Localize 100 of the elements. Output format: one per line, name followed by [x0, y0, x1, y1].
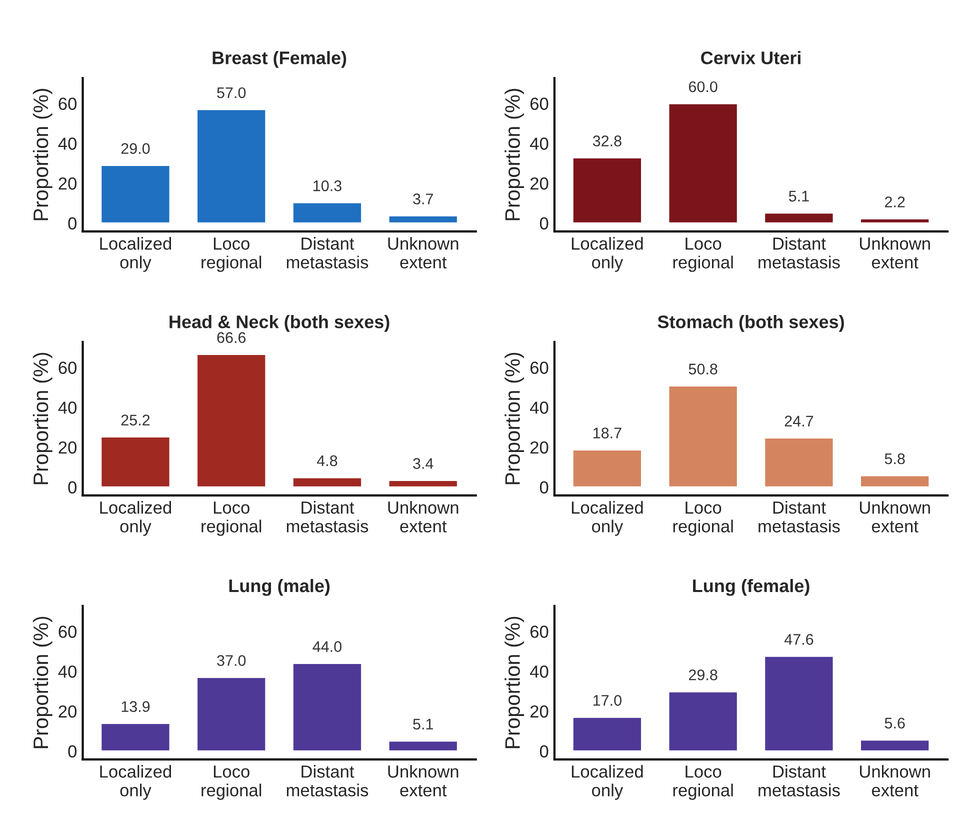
data-label: 4.8 — [316, 455, 338, 466]
bar — [100, 722, 171, 752]
bar — [388, 215, 458, 224]
data-label: 3.4 — [413, 458, 434, 469]
data-label: 5.8 — [884, 453, 905, 464]
x-tick-label: Localized only — [572, 237, 643, 272]
y-tick-label: 60 — [58, 626, 76, 638]
y-tick-label: 20 — [58, 177, 76, 190]
y-tick-label: 20 — [530, 441, 548, 454]
y-tick-label: 40 — [58, 402, 76, 414]
data-label: 24.7 — [784, 416, 814, 426]
x-tick-label: Localized only — [100, 501, 172, 536]
chart-title: Lung (male) — [229, 578, 330, 596]
x-tick-label: Unknown extent — [388, 237, 458, 268]
data-label: 13.9 — [122, 701, 150, 712]
bar — [668, 102, 738, 224]
y-tick-label: 0 — [540, 217, 548, 230]
x-tick-label: Localized only — [572, 764, 643, 800]
y-tick-label: 60 — [58, 98, 76, 110]
bar — [860, 474, 930, 488]
y-axis-title: Proportion (%) — [504, 352, 524, 484]
bar — [572, 157, 642, 224]
bar — [388, 480, 458, 488]
data-label: 29.0 — [121, 143, 150, 154]
y-tick-label: 0 — [68, 745, 76, 758]
chart-title: Breast (Female) — [212, 51, 346, 68]
x-tick-label: Unknown extent — [860, 237, 930, 268]
x-tick-label: Unknown extent — [388, 764, 458, 796]
bar — [292, 476, 362, 488]
x-tick-label: Loco regional — [673, 766, 733, 800]
data-label: 3.7 — [413, 194, 433, 204]
x-tick-label: Loco regional — [202, 502, 262, 536]
bar — [860, 218, 930, 224]
y-tick-label: 40 — [58, 665, 76, 678]
bar — [100, 436, 171, 488]
bar — [196, 108, 267, 224]
y-tick-label: 0 — [68, 481, 76, 494]
data-label: 25.2 — [121, 414, 150, 426]
y-tick-label: 60 — [530, 98, 548, 110]
data-label: 44.0 — [312, 641, 342, 652]
y-tick-label: 0 — [540, 745, 548, 758]
bar — [196, 676, 267, 752]
bar — [292, 662, 362, 752]
bar — [668, 690, 738, 752]
x-tick-label: Distant metastasis — [758, 237, 840, 268]
bar — [572, 449, 642, 488]
y-axis-title: Proportion (%) — [32, 616, 52, 748]
y-axis-title: Proportion (%) — [32, 88, 52, 220]
y-tick-label: 20 — [58, 441, 76, 454]
bar — [668, 385, 738, 488]
x-tick-label: Localized only — [100, 764, 172, 800]
y-tick-label: 20 — [530, 177, 548, 190]
data-label: 60.0 — [688, 81, 718, 92]
x-tick-label: Loco regional — [673, 502, 733, 536]
data-label: 29.8 — [688, 669, 718, 680]
data-label: 47.6 — [784, 634, 814, 645]
data-label: 17.0 — [593, 695, 622, 706]
y-tick-label: 0 — [68, 217, 76, 230]
x-tick-label: Unknown extent — [388, 501, 458, 532]
x-tick-label: Unknown extent — [860, 501, 930, 532]
x-tick-label: Distant metastasis — [286, 764, 368, 796]
x-tick-label: Distant metastasis — [286, 501, 368, 532]
y-tick-label: 40 — [530, 402, 548, 414]
y-tick-label: 60 — [58, 362, 76, 374]
x-tick-label: Distant metastasis — [758, 501, 840, 532]
data-label: 18.7 — [593, 428, 622, 438]
y-tick-label: 20 — [58, 705, 76, 718]
bar — [196, 354, 267, 488]
data-label: 2.2 — [884, 196, 905, 208]
data-label: 57.0 — [217, 87, 246, 98]
y-axis-title: Proportion (%) — [504, 616, 524, 748]
bar — [860, 739, 930, 752]
data-label: 32.8 — [592, 136, 622, 146]
y-tick-label: 60 — [530, 362, 548, 374]
data-label: 5.1 — [413, 718, 433, 730]
bar — [388, 740, 458, 752]
data-label: 5.6 — [884, 718, 905, 729]
data-label: 10.3 — [314, 180, 342, 192]
x-tick-label: Localized only — [572, 501, 643, 536]
chart-title: Lung (female) — [693, 578, 810, 596]
y-tick-label: 40 — [530, 138, 548, 150]
data-label: 5.1 — [788, 190, 809, 202]
data-label: 66.6 — [217, 332, 246, 343]
x-tick-label: Loco regional — [202, 238, 262, 272]
data-label: 50.8 — [688, 364, 718, 374]
chart-title: Head & Neck (both sexes) — [170, 315, 390, 332]
x-tick-label: Loco regional — [202, 766, 262, 800]
y-axis-title: Proportion (%) — [504, 88, 524, 220]
bar — [764, 437, 834, 488]
y-axis-title: Proportion (%) — [32, 352, 52, 484]
bar — [764, 212, 834, 224]
y-tick-label: 40 — [530, 665, 548, 678]
x-tick-label: Distant metastasis — [286, 237, 368, 268]
x-tick-label: Localized only — [100, 237, 172, 272]
data-label: 37.0 — [217, 655, 246, 666]
y-tick-label: 40 — [58, 138, 76, 150]
bar — [764, 655, 834, 752]
x-tick-label: Unknown extent — [860, 764, 930, 796]
chart-title: Cervix Uteri — [701, 51, 800, 64]
bar — [292, 202, 362, 224]
